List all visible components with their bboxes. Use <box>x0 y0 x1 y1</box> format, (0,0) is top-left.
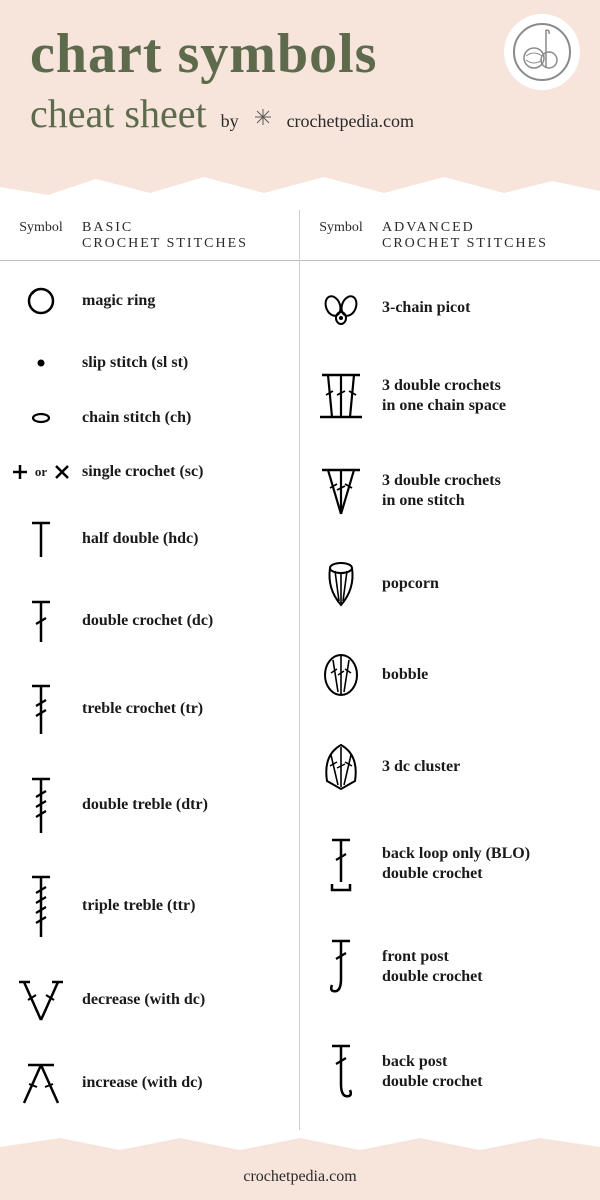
stitch-label: back post double crochet <box>382 1052 600 1092</box>
table-row: back loop only (BLO) double crochet <box>300 813 600 914</box>
picot-icon <box>300 288 382 328</box>
table-row: 3 dc cluster <box>300 720 600 813</box>
basic-column-header: Symbol BASIC CROCHET STITCHES <box>0 210 299 261</box>
subtitle-row: cheat sheet by crochetpedia.com <box>30 90 570 137</box>
stitch-label: 3-chain picot <box>382 298 600 318</box>
stitch-label: popcorn <box>382 574 600 594</box>
sparkle-icon <box>253 107 273 132</box>
advanced-column-header: Symbol ADVANCED CROCHET STITCHES <box>300 210 600 261</box>
stitch-label: treble crochet (tr) <box>82 699 299 719</box>
stitch-label: single crochet (sc) <box>82 462 299 482</box>
single-crochet-icon: or <box>0 463 82 481</box>
symbol-header: Symbol <box>300 220 382 252</box>
advanced-column: Symbol ADVANCED CROCHET STITCHES 3-chain… <box>300 210 600 1130</box>
advanced-header: ADVANCED CROCHET STITCHES <box>382 220 600 252</box>
stitch-label: double treble (dtr) <box>82 795 299 815</box>
cluster-icon <box>300 741 382 793</box>
stitch-label: slip stitch (sl st) <box>82 353 299 373</box>
back-post-dc-icon <box>300 1040 382 1104</box>
table-row: chain stitch (ch) <box>0 390 299 445</box>
footer-background <box>0 1130 600 1200</box>
double-treble-icon <box>0 773 82 837</box>
magic-ring-icon <box>0 284 82 318</box>
table-row: or single crochet (sc) <box>0 445 299 500</box>
stitch-label: decrease (with dc) <box>82 990 299 1010</box>
symbol-header: Symbol <box>0 220 82 252</box>
basic-column: Symbol BASIC CROCHET STITCHES magic ring… <box>0 210 300 1130</box>
table: Symbol BASIC CROCHET STITCHES magic ring… <box>0 210 600 1130</box>
yarn-hook-icon <box>512 22 572 82</box>
table-row: front post double crochet <box>300 914 600 1019</box>
table-row: slip stitch (sl st) <box>0 336 299 391</box>
slip-stitch-icon <box>0 353 82 373</box>
table-row: increase (with dc) <box>0 1041 299 1124</box>
increase-icon <box>0 1059 82 1107</box>
advanced-rows: 3-chain picot 3 double crochets i <box>300 261 600 1130</box>
three-dc-chain-space-icon <box>300 369 382 423</box>
table-row: magic ring <box>0 267 299 336</box>
page-title: chart symbols <box>30 22 570 86</box>
blo-dc-icon <box>300 834 382 894</box>
stitch-label: chain stitch (ch) <box>82 408 299 428</box>
stitch-label: 3 dc cluster <box>382 757 600 777</box>
popcorn-icon <box>300 559 382 609</box>
table-row: 3-chain picot <box>300 267 600 348</box>
triple-treble-icon <box>0 871 82 941</box>
table-row: double crochet (dc) <box>0 578 299 663</box>
chain-stitch-icon <box>0 408 82 428</box>
subtitle: cheat sheet <box>30 90 207 137</box>
header: chart symbols cheat sheet by crochetpedi… <box>0 0 600 137</box>
stitch-label: 3 double crochets in one chain space <box>382 376 600 416</box>
table-row: bobble <box>300 629 600 720</box>
decrease-icon <box>0 976 82 1024</box>
treble-crochet-icon <box>0 680 82 738</box>
stitch-label: front post double crochet <box>382 947 600 987</box>
stitch-label: half double (hdc) <box>82 529 299 549</box>
front-post-dc-icon <box>300 935 382 999</box>
table-row: back post double crochet <box>300 1019 600 1124</box>
by-label: by <box>221 111 239 132</box>
basic-header: BASIC CROCHET STITCHES <box>82 220 299 252</box>
table-row: triple treble (ttr) <box>0 854 299 959</box>
table-row: popcorn <box>300 538 600 629</box>
table-row: 3 double crochets in one chain space <box>300 348 600 443</box>
table-row: treble crochet (tr) <box>0 663 299 756</box>
stitch-label: double crochet (dc) <box>82 611 299 631</box>
table-row: decrease (with dc) <box>0 959 299 1042</box>
bobble-icon <box>300 650 382 700</box>
double-crochet-icon <box>0 596 82 646</box>
stitch-label: increase (with dc) <box>82 1073 299 1093</box>
stitch-label: bobble <box>382 665 600 685</box>
half-double-icon <box>0 517 82 561</box>
footer-site: crochetpedia.com <box>0 1168 600 1186</box>
stitch-label: triple treble (ttr) <box>82 896 299 916</box>
site-label: crochetpedia.com <box>287 111 414 132</box>
or-label: or <box>31 464 51 480</box>
table-row: half double (hdc) <box>0 500 299 579</box>
table-row: 3 double crochets in one stitch <box>300 443 600 538</box>
stitch-label: 3 double crochets in one stitch <box>382 471 600 511</box>
three-dc-one-stitch-icon <box>300 464 382 518</box>
stitch-label: back loop only (BLO) double crochet <box>382 844 600 884</box>
logo-badge <box>504 14 580 90</box>
stitch-label: magic ring <box>82 291 299 311</box>
basic-rows: magic ring slip stitch (sl st) chain sti… <box>0 261 299 1130</box>
table-row: double treble (dtr) <box>0 755 299 854</box>
